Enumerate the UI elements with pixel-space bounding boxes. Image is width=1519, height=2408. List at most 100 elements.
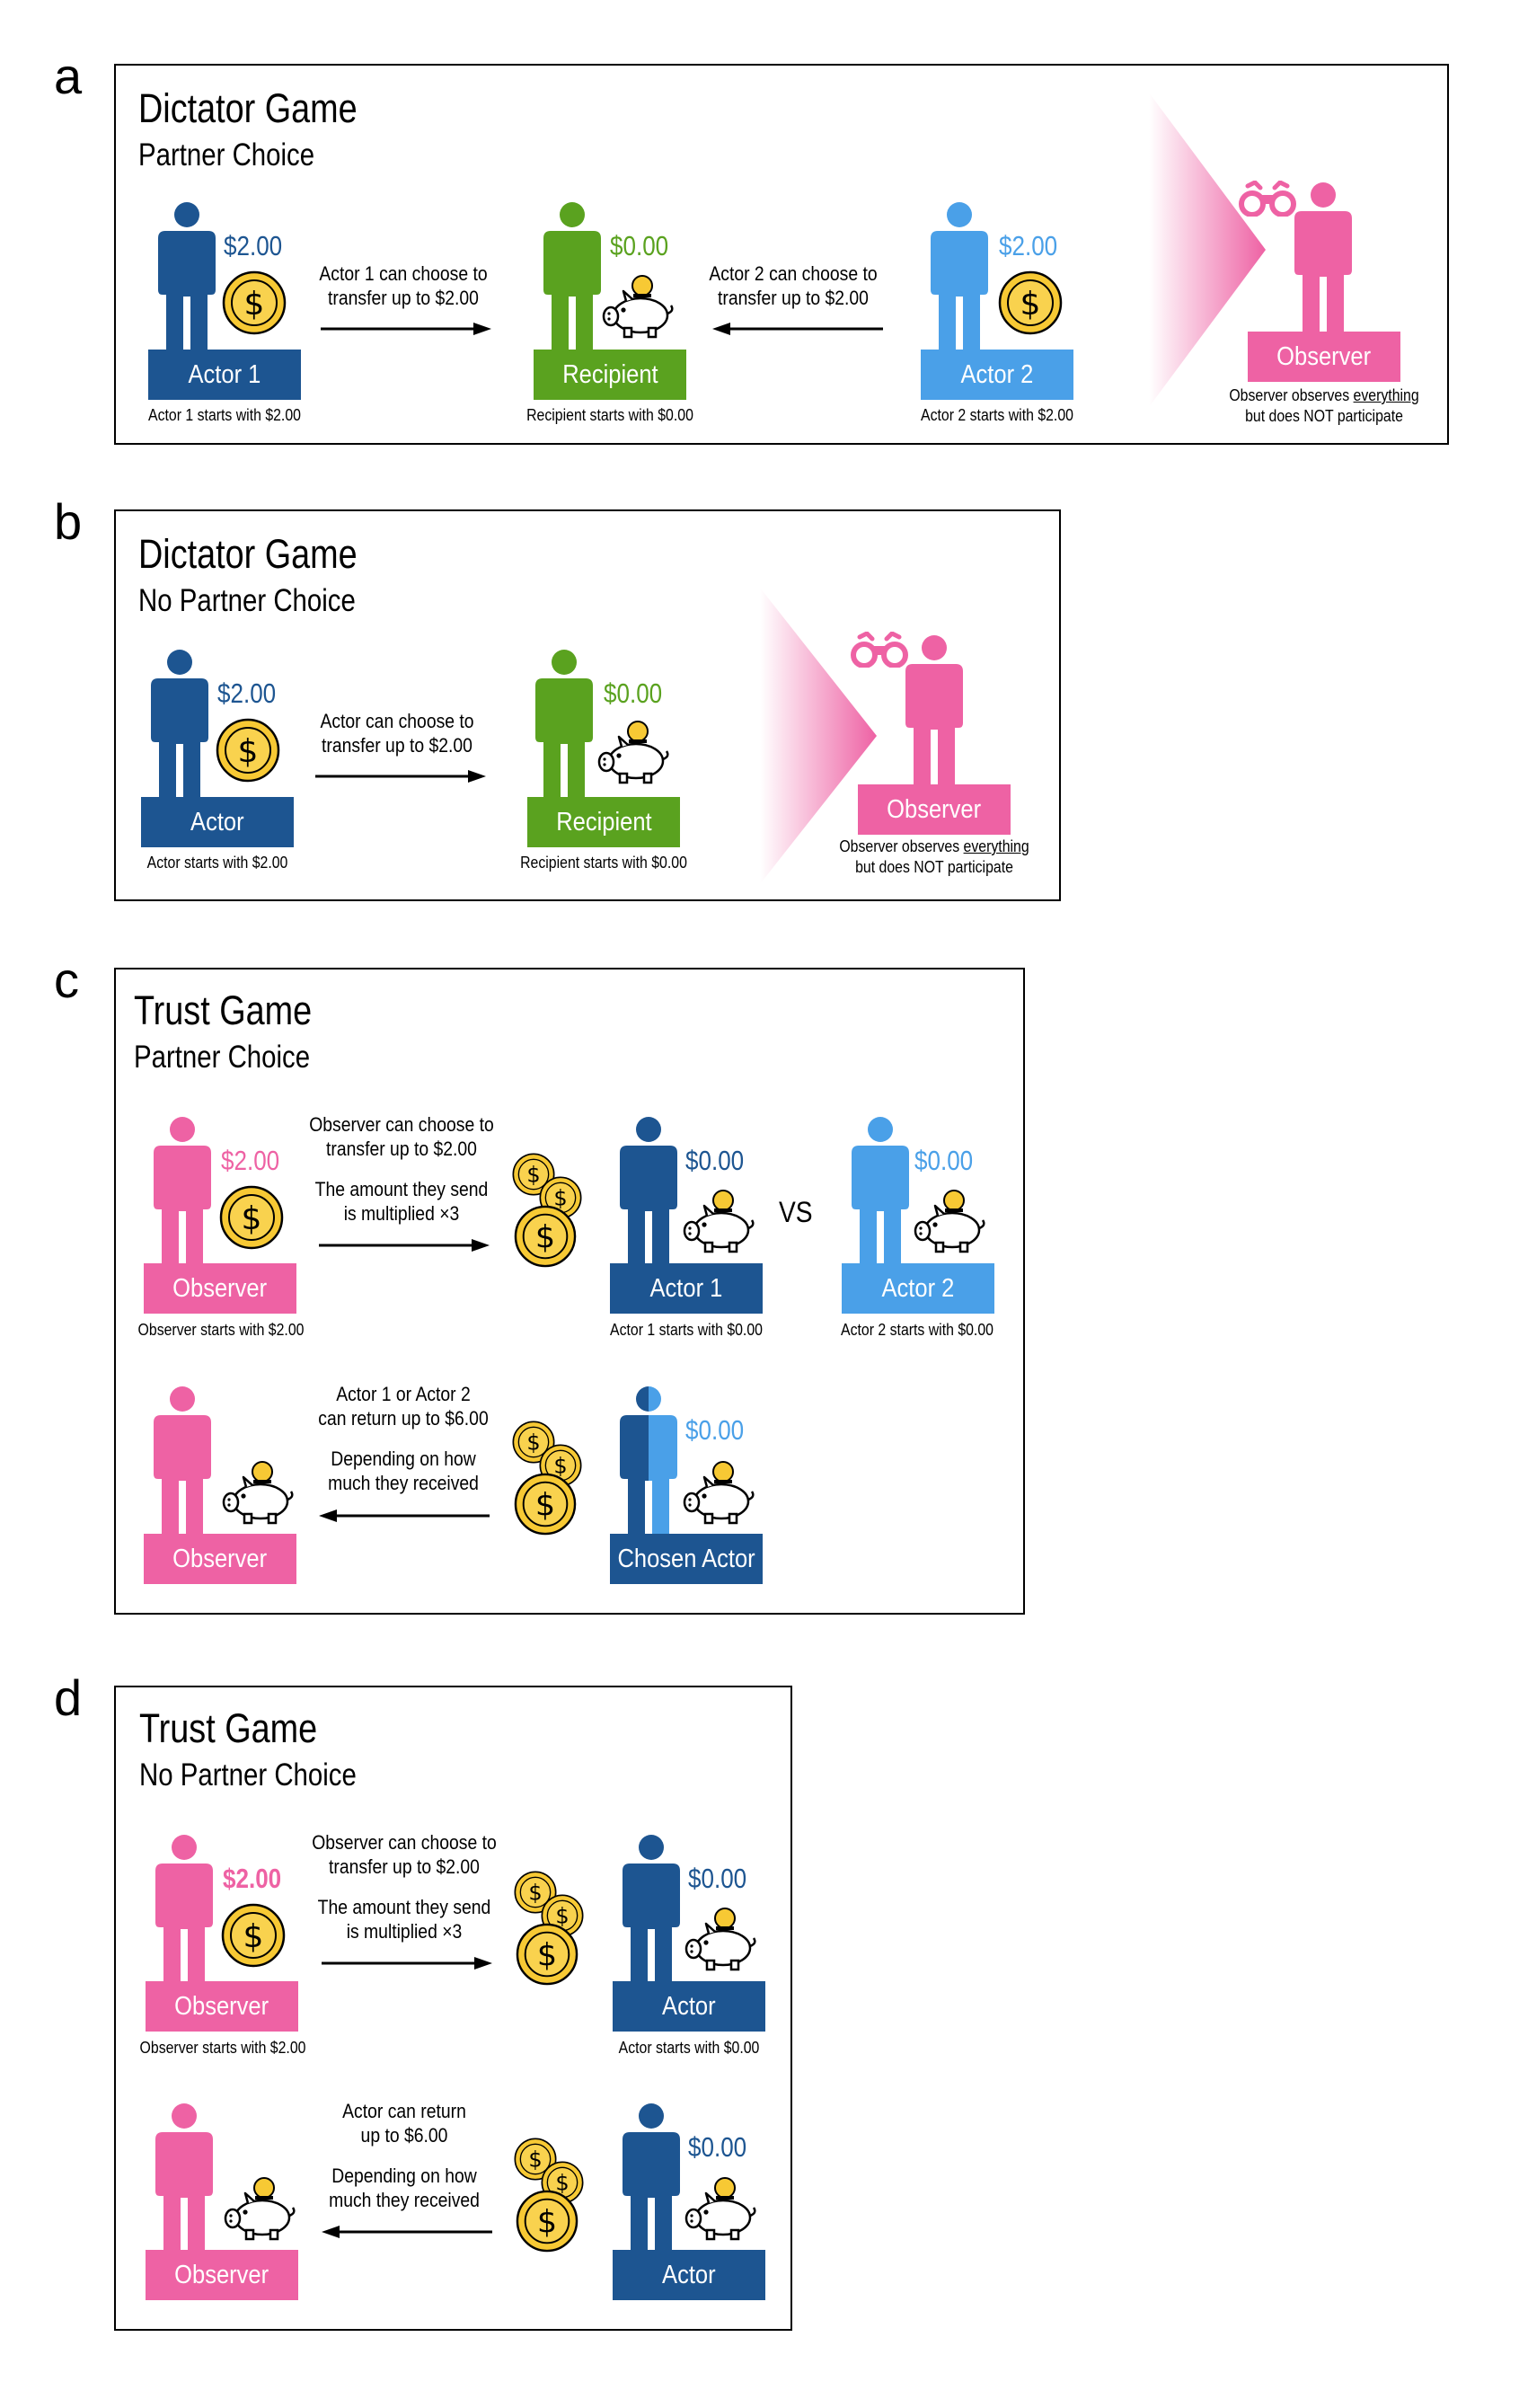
person-icon <box>146 2103 223 2263</box>
role-label: Observer <box>146 1981 298 2032</box>
instruction-text: Observer can choose to transfer up to $2.… <box>309 1113 494 1225</box>
panel-letter: b <box>54 493 83 550</box>
start-caption: Recipient starts with $0.00 <box>526 406 693 424</box>
person-icon <box>146 1835 223 1995</box>
person-icon <box>148 202 225 362</box>
role-label: Recipient <box>534 350 686 400</box>
role-label: Actor <box>613 1981 765 2032</box>
start-caption: Recipient starts with $0.00 <box>520 854 687 872</box>
amount: $2.00 <box>999 230 1058 261</box>
role-label: Observer <box>144 1534 296 1584</box>
piggy-bank-icon <box>599 274 675 339</box>
person-icon <box>1285 182 1362 342</box>
person-icon <box>613 2103 690 2263</box>
piggy-bank-icon <box>911 1189 986 1253</box>
amount: $0.00 <box>610 230 669 261</box>
person-icon <box>525 650 603 810</box>
role-label: Observer <box>1248 332 1400 382</box>
role-label: Recipient <box>527 797 680 847</box>
piggy-bank-icon <box>595 720 670 784</box>
instruction-text: Actor can choose to transfer up to $2.00 <box>320 710 474 757</box>
arrow-icon <box>319 1509 490 1522</box>
person-icon <box>610 1117 687 1277</box>
observer-caption: Observer observes everything <box>839 837 1029 855</box>
piggy-bank-icon <box>680 1460 755 1525</box>
observation-wedge <box>1149 93 1266 407</box>
amount: $0.00 <box>688 2131 747 2163</box>
instruction-text: Actor 2 can choose to transfer up to $2.0… <box>709 262 878 309</box>
amount: $0.00 <box>688 1863 747 1894</box>
piggy-bank-icon <box>680 1189 755 1253</box>
panel-letter: c <box>54 952 79 1008</box>
observation-wedge <box>760 588 877 884</box>
amount: $2.00 <box>224 230 283 261</box>
role-label: Actor <box>141 797 294 847</box>
role-label: Observer <box>146 2250 298 2300</box>
person-icon <box>613 1835 690 1995</box>
arrow-icon <box>315 770 486 783</box>
versus-label: VS <box>779 1196 813 1228</box>
start-caption: Observer starts with $2.00 <box>139 2039 306 2057</box>
panel-d: Trust Game No Partner Choice $2.00 Obser… <box>114 1686 792 2331</box>
piggy-bank-icon <box>682 1907 757 1971</box>
coin-stack-icon <box>514 1871 586 1987</box>
coin-icon <box>222 270 287 335</box>
arrow-icon <box>712 323 883 335</box>
start-caption: Actor 1 starts with $0.00 <box>610 1321 763 1339</box>
role-label: Chosen Actor <box>610 1534 763 1584</box>
amount: $2.00 <box>221 1145 280 1176</box>
coin-icon <box>221 1903 286 1968</box>
piggy-bank-icon <box>219 1460 295 1525</box>
panel-subtitle: Partner Choice <box>134 1040 311 1075</box>
coin-icon <box>219 1185 284 1250</box>
instruction-text: Actor 1 can choose to transfer up to $2.0… <box>319 262 488 309</box>
start-caption: Actor 2 starts with $0.00 <box>841 1321 994 1339</box>
start-caption: Actor starts with $2.00 <box>146 854 288 872</box>
role-label: Actor 1 <box>610 1263 763 1314</box>
panel-letter: d <box>54 1669 83 1726</box>
person-icon <box>144 1386 221 1546</box>
start-caption: Observer starts with $2.00 <box>137 1321 305 1339</box>
role-label: Actor 2 <box>842 1263 994 1314</box>
arrow-icon <box>319 1239 490 1252</box>
panel-title: Trust Game <box>139 1705 318 1751</box>
person-icon <box>144 1117 221 1277</box>
coin-stack-icon <box>512 1153 584 1270</box>
amount: $2.00 <box>223 1863 282 1894</box>
start-caption: Actor 1 starts with $2.00 <box>148 406 301 424</box>
coin-icon <box>998 270 1063 335</box>
observer-caption: but does NOT participate <box>1245 407 1403 425</box>
instruction-text: Actor can return up to $6.00 Depending on… <box>329 2100 480 2211</box>
person-icon <box>141 650 218 810</box>
panel-title: Trust Game <box>134 987 313 1033</box>
person-icon <box>921 202 998 362</box>
panel-a: Dictator Game Partner Choice $2.00 Actor… <box>114 64 1449 445</box>
panel-letter: a <box>54 48 83 104</box>
panel-subtitle: No Partner Choice <box>139 1757 357 1793</box>
piggy-bank-icon <box>682 2176 757 2241</box>
panel-title: Dictator Game <box>138 85 358 131</box>
person-icon <box>610 1386 687 1546</box>
amount: $2.00 <box>217 677 277 709</box>
role-label: Observer <box>858 784 1011 835</box>
observer-caption: Observer observes everything <box>1229 386 1419 404</box>
start-caption: Actor starts with $0.00 <box>618 2039 760 2057</box>
panel-subtitle: No Partner Choice <box>138 583 356 618</box>
coin-stack-icon <box>514 2138 586 2254</box>
amount: $0.00 <box>604 677 663 709</box>
amount: $0.00 <box>685 1145 745 1176</box>
start-caption: Actor 2 starts with $2.00 <box>921 406 1073 424</box>
person-icon <box>842 1117 919 1277</box>
amount: $0.00 <box>685 1414 745 1446</box>
instruction-text: Actor 1 or Actor 2 can return up to $6.00… <box>318 1383 489 1494</box>
amount: $0.00 <box>914 1145 974 1176</box>
arrow-icon <box>321 323 491 335</box>
panel-c: Trust Game Partner Choice $2.00 Observer… <box>114 968 1025 1615</box>
arrow-icon <box>322 1957 492 1970</box>
arrow-icon <box>322 2226 492 2238</box>
panel-subtitle: Partner Choice <box>138 137 315 173</box>
coin-stack-icon <box>512 1421 584 1537</box>
role-label: Actor <box>613 2250 765 2300</box>
role-label: Actor 1 <box>148 350 301 400</box>
observer-caption: but does NOT participate <box>855 858 1013 876</box>
